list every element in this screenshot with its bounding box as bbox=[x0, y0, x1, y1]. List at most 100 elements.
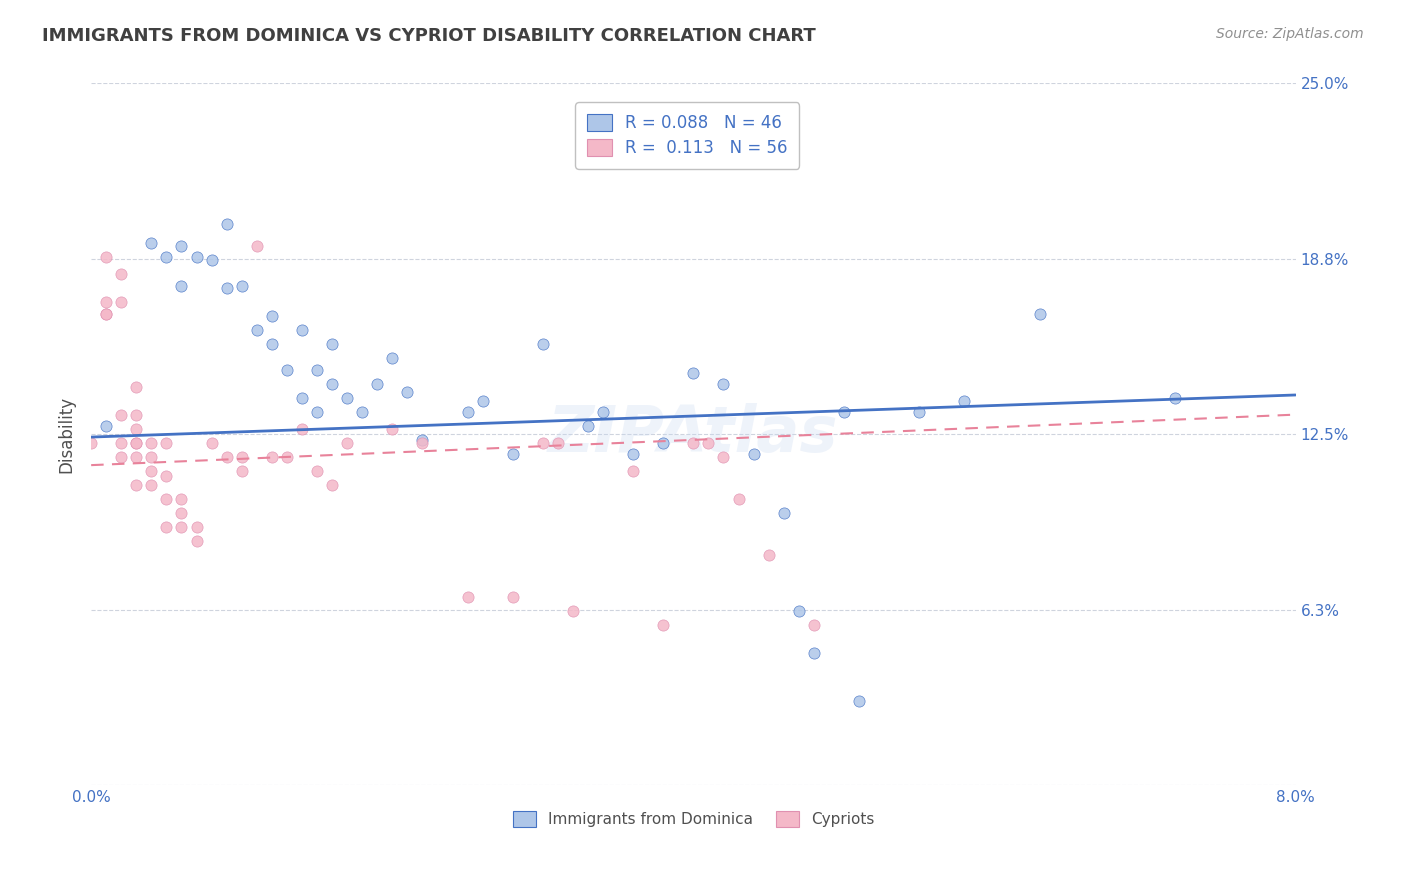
Point bbox=[652, 435, 675, 450]
Point bbox=[260, 337, 283, 351]
Point bbox=[742, 447, 765, 461]
Point bbox=[155, 520, 177, 534]
Point bbox=[682, 435, 704, 450]
Point bbox=[170, 520, 193, 534]
Point bbox=[80, 435, 103, 450]
Point bbox=[727, 491, 749, 506]
Point bbox=[125, 379, 148, 393]
Point bbox=[276, 450, 298, 464]
Point bbox=[411, 433, 433, 447]
Point bbox=[381, 422, 404, 436]
Point bbox=[215, 281, 238, 295]
Point bbox=[215, 450, 238, 464]
Point bbox=[291, 422, 314, 436]
Point bbox=[531, 337, 554, 351]
Point bbox=[231, 464, 253, 478]
Point bbox=[457, 590, 479, 604]
Point bbox=[321, 376, 343, 391]
Point bbox=[231, 278, 253, 293]
Point bbox=[96, 307, 118, 321]
Point bbox=[155, 251, 177, 265]
Point bbox=[96, 251, 118, 265]
Point bbox=[1164, 391, 1187, 405]
Point bbox=[366, 376, 388, 391]
Point bbox=[908, 405, 931, 419]
Point bbox=[713, 376, 735, 391]
Point bbox=[787, 604, 810, 618]
Point bbox=[170, 506, 193, 520]
Point bbox=[396, 385, 419, 400]
Point bbox=[697, 435, 720, 450]
Point bbox=[592, 405, 614, 419]
Point bbox=[531, 435, 554, 450]
Point bbox=[321, 337, 343, 351]
Point bbox=[803, 646, 825, 660]
Point bbox=[502, 590, 524, 604]
Point bbox=[141, 477, 163, 491]
Point bbox=[336, 391, 359, 405]
Point bbox=[186, 533, 208, 548]
Point bbox=[246, 323, 269, 337]
Point bbox=[155, 469, 177, 483]
Point bbox=[291, 391, 314, 405]
Point bbox=[561, 604, 583, 618]
Point bbox=[110, 267, 132, 281]
Point bbox=[141, 435, 163, 450]
Point bbox=[352, 405, 374, 419]
Point bbox=[186, 251, 208, 265]
Point bbox=[772, 506, 794, 520]
Point bbox=[125, 477, 148, 491]
Point bbox=[305, 362, 328, 376]
Point bbox=[125, 450, 148, 464]
Point bbox=[336, 435, 359, 450]
Point bbox=[110, 295, 132, 310]
Point bbox=[231, 450, 253, 464]
Point bbox=[276, 362, 298, 376]
Point bbox=[141, 464, 163, 478]
Point bbox=[200, 253, 222, 268]
Point bbox=[305, 464, 328, 478]
Point bbox=[713, 450, 735, 464]
Point bbox=[246, 239, 269, 253]
Point bbox=[1028, 307, 1050, 321]
Point bbox=[576, 418, 599, 433]
Point bbox=[621, 464, 644, 478]
Point bbox=[110, 408, 132, 422]
Point bbox=[170, 278, 193, 293]
Point bbox=[155, 491, 177, 506]
Legend: Immigrants from Dominica, Cypriots: Immigrants from Dominica, Cypriots bbox=[506, 805, 880, 834]
Point bbox=[96, 295, 118, 310]
Point bbox=[125, 422, 148, 436]
Point bbox=[803, 618, 825, 632]
Point bbox=[170, 239, 193, 253]
Point bbox=[848, 694, 870, 708]
Point bbox=[305, 405, 328, 419]
Point bbox=[110, 435, 132, 450]
Point bbox=[260, 310, 283, 324]
Point bbox=[125, 435, 148, 450]
Y-axis label: Disability: Disability bbox=[58, 396, 75, 473]
Point bbox=[471, 393, 494, 408]
Point bbox=[125, 435, 148, 450]
Point bbox=[457, 405, 479, 419]
Point bbox=[682, 366, 704, 380]
Point bbox=[502, 447, 524, 461]
Point bbox=[652, 618, 675, 632]
Point bbox=[953, 393, 976, 408]
Point bbox=[186, 520, 208, 534]
Point bbox=[547, 435, 569, 450]
Point bbox=[125, 408, 148, 422]
Point bbox=[291, 323, 314, 337]
Point bbox=[170, 491, 193, 506]
Point bbox=[215, 217, 238, 231]
Point bbox=[260, 450, 283, 464]
Point bbox=[321, 477, 343, 491]
Point bbox=[96, 307, 118, 321]
Point bbox=[832, 405, 855, 419]
Point bbox=[621, 447, 644, 461]
Point bbox=[96, 418, 118, 433]
Point bbox=[758, 548, 780, 562]
Text: IMMIGRANTS FROM DOMINICA VS CYPRIOT DISABILITY CORRELATION CHART: IMMIGRANTS FROM DOMINICA VS CYPRIOT DISA… bbox=[42, 27, 815, 45]
Text: Source: ZipAtlas.com: Source: ZipAtlas.com bbox=[1216, 27, 1364, 41]
Point bbox=[141, 450, 163, 464]
